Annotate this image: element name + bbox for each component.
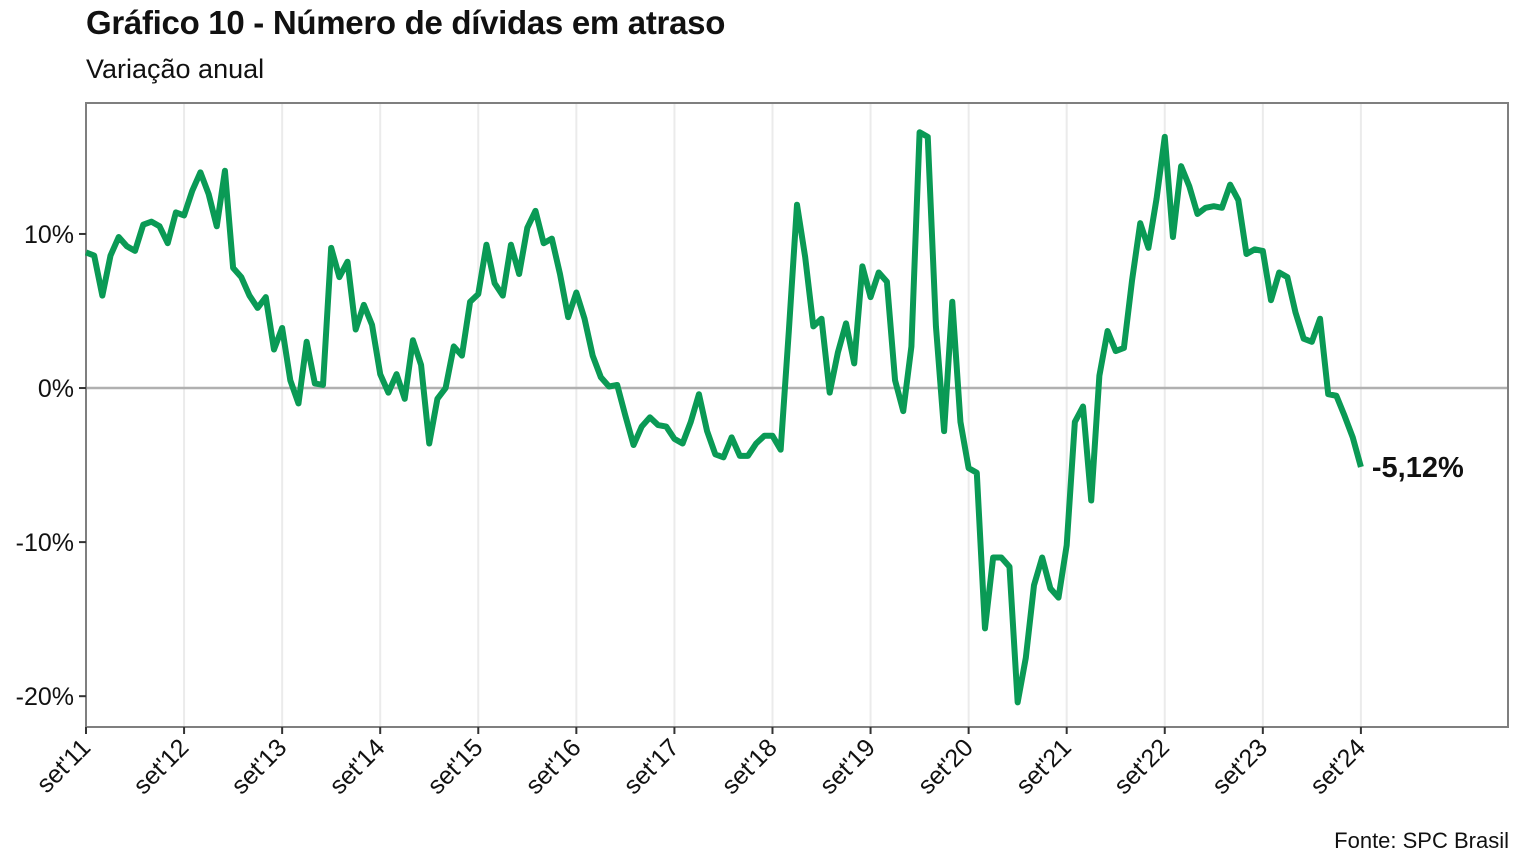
- y-tick-label: -10%: [16, 529, 74, 557]
- x-tick-label: set'21: [1011, 733, 1077, 799]
- x-tick-label: set'14: [324, 733, 390, 799]
- x-tick-label: set'15: [422, 733, 488, 799]
- chart-subtitle: Variação anual: [86, 54, 265, 84]
- source-caption: Fonte: SPC Brasil: [1334, 828, 1509, 853]
- y-tick-label: -20%: [16, 683, 74, 711]
- x-tick-label: set'20: [912, 733, 978, 799]
- x-tick-label: set'11: [31, 733, 96, 798]
- y-tick-label: 10%: [24, 221, 74, 249]
- chart-title: Gráfico 10 - Número de dívidas em atraso: [86, 4, 726, 41]
- x-tick-label: set'22: [1109, 733, 1175, 799]
- plot-panel-border: [85, 102, 1509, 728]
- x-tick-label: set'19: [814, 733, 880, 799]
- series-line: [84, 129, 1364, 706]
- y-tick-label: 0%: [38, 375, 74, 403]
- x-tick-label: set'12: [128, 733, 194, 799]
- axes: [79, 232, 1362, 734]
- x-tick-label: set'13: [226, 733, 292, 799]
- labels-layer: set'11 set'12 set'13 set'14 set'15 set'16 set'…: [16, 221, 1464, 800]
- x-tick-label: set'17: [618, 733, 684, 799]
- series-layer: [84, 129, 1364, 706]
- x-tick-label: set'16: [520, 733, 586, 799]
- x-tick-label: set'18: [716, 733, 782, 799]
- x-tick-label: set'24: [1305, 733, 1371, 799]
- end-value-label: -5,12%: [1372, 452, 1464, 484]
- x-tick-label: set'23: [1207, 733, 1273, 799]
- gridlines: [85, 103, 1508, 727]
